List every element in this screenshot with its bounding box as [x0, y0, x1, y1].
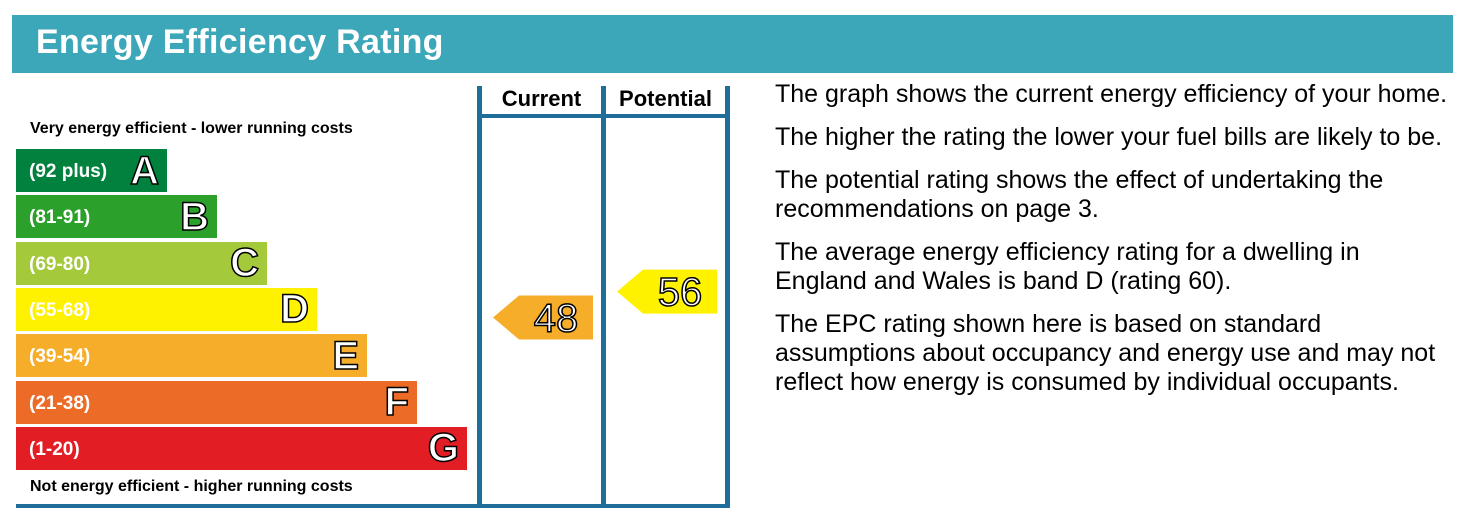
- column-border-middle: [601, 86, 606, 507]
- page-title: Energy Efficiency Rating: [36, 23, 444, 61]
- band-letter: C: [229, 241, 259, 286]
- description: The graph shows the current energy effic…: [775, 80, 1450, 411]
- band-range-label: (55-68): [29, 299, 91, 321]
- band-letter: D: [279, 287, 309, 332]
- band-letter: E: [332, 333, 360, 378]
- band-range-label: (81-91): [29, 207, 91, 229]
- current-rating-value: 48: [534, 297, 579, 341]
- band-range-label: (1-20): [29, 438, 80, 460]
- band-e: (39-54) E: [16, 333, 367, 378]
- potential-rating-arrow: [617, 269, 717, 314]
- band-letter: A: [129, 148, 159, 193]
- column-header-current: Current: [501, 86, 582, 111]
- column-border-right: [725, 86, 730, 507]
- description-paragraph: The EPC rating shown here is based on st…: [775, 310, 1436, 396]
- caption-top: Very energy efficient - lower running co…: [30, 120, 353, 137]
- description-paragraph: The average energy efficiency rating for…: [775, 238, 1360, 295]
- potential-rating-value: 56: [658, 271, 703, 315]
- band-f: (21-38) F: [16, 380, 417, 424]
- band-letter: G: [427, 426, 460, 471]
- caption-bottom: Not energy efficient - higher running co…: [30, 478, 353, 495]
- band-d: (55-68) D: [16, 287, 317, 332]
- band-range-label: (92 plus): [29, 161, 108, 182]
- description-paragraph: The potential rating shows the effect of…: [775, 166, 1384, 223]
- description-paragraph: The higher the rating the lower your fue…: [775, 123, 1443, 151]
- current-rating-arrow: [493, 295, 593, 340]
- band-range-label: (39-54): [29, 346, 91, 368]
- band-a: (92 plus) A: [16, 149, 167, 192]
- column-border-left: [477, 86, 482, 507]
- description-paragraph: The graph shows the current energy effic…: [775, 80, 1448, 108]
- header-bar: Energy Efficiency Rating: [12, 15, 1453, 73]
- column-header-potential: Potential: [619, 86, 712, 111]
- band-g: (1-20) G: [16, 426, 467, 471]
- band-range-label: (69-80): [29, 253, 91, 275]
- band-b: (81-91) B: [16, 194, 217, 239]
- column-header-divider: [477, 114, 730, 118]
- band-range-label: (21-38): [29, 392, 91, 414]
- band-c: (69-80) C: [16, 241, 267, 286]
- chart-baseline: [16, 504, 730, 508]
- band-letter: F: [384, 380, 410, 424]
- band-letter: B: [179, 194, 209, 239]
